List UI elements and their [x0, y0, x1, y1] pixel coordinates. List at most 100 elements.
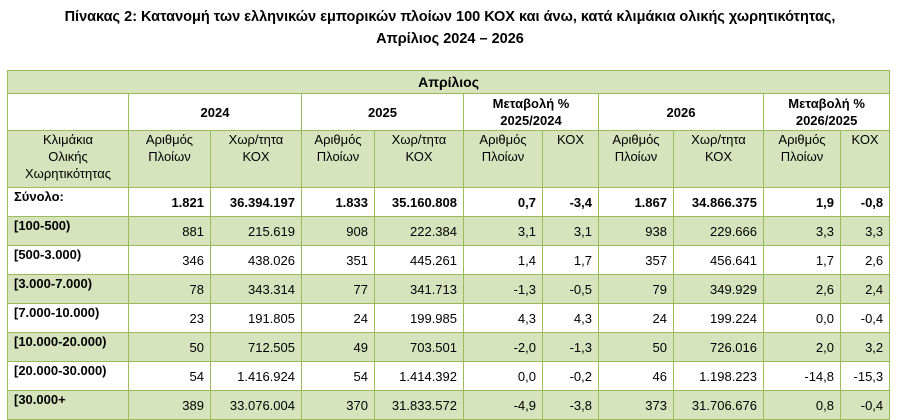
table-cell: 54: [301, 361, 375, 391]
change-2026-2025-header: Μεταβολή % 2026/2025: [762, 93, 891, 131]
ships-line1: Αριθμός: [778, 132, 826, 147]
table-cell: -14,8: [763, 361, 841, 391]
table-cell: 24: [301, 303, 375, 333]
table-cell: 199.985: [374, 303, 464, 333]
table-cell: 370: [301, 390, 375, 420]
table-cell: 1,9: [763, 187, 841, 217]
table-cell: -0,4: [839, 303, 891, 333]
total-row: Σύνολο: 1.821 36.394.197 1.833 35.160.808 0,7…: [7, 187, 891, 217]
table-cell: 23: [128, 303, 211, 333]
capacity-header-2026: Χωρ/τητα ΚΟΧ: [673, 130, 764, 188]
table-cell: 4,3: [542, 303, 599, 333]
table-cell: 49: [301, 332, 375, 362]
table-cell: -15,3: [839, 361, 891, 391]
table-cell: 24: [598, 303, 674, 333]
row-label: [3.000-7.000): [7, 274, 129, 304]
table-cell: 438.026: [210, 245, 302, 275]
table-cell: -1,3: [463, 274, 543, 304]
year-header-row: 2024 2025 Μεταβολή % 2025/2024 2026 Μετα…: [7, 93, 891, 131]
table-cell: 1.821: [128, 187, 211, 217]
title-line-1: Πίνακας 2: Κατανομή των ελληνικών εμπορι…: [64, 9, 836, 25]
year-2024-header: 2024: [128, 93, 302, 131]
class-label-line1: Κλιμάκια: [43, 132, 93, 147]
table-row: [10.000-20.000) 50 712.505 49 703.501 -2,0 -1,…: [7, 332, 891, 362]
table-cell: 343.314: [210, 274, 302, 304]
class-label-line3: Χωρητικότητας: [25, 166, 111, 181]
ships-line2: Πλοίων: [148, 149, 191, 164]
table-cell: 0,8: [763, 390, 841, 420]
change-2025-2024-header: Μεταβολή % 2025/2024: [463, 93, 599, 131]
table-cell: 31.833.572: [374, 390, 464, 420]
table-cell: 222.384: [374, 216, 464, 246]
row-label: [100-500): [7, 216, 129, 246]
table-cell: 50: [128, 332, 211, 362]
table-cell: 1.414.392: [374, 361, 464, 391]
table-cell: 712.505: [210, 332, 302, 362]
row-label: [7.000-10.000): [7, 303, 129, 333]
table-cell: 351: [301, 245, 375, 275]
table-cell: 215.619: [210, 216, 302, 246]
table-cell: -0,5: [542, 274, 599, 304]
table-cell: 199.224: [673, 303, 764, 333]
table-cell: 1.867: [598, 187, 674, 217]
ships-line2: Πλοίων: [780, 149, 824, 164]
table-cell: -3,8: [542, 390, 599, 420]
title-line-2: Απρίλιος 2024 – 2026: [376, 31, 524, 47]
table-cell: 3,1: [463, 216, 543, 246]
table-cell: 3,1: [542, 216, 599, 246]
table-cell: 2,6: [839, 245, 891, 275]
ships-change-header-1: Αριθμός Πλοίων: [463, 130, 543, 188]
table-cell: 3,3: [763, 216, 841, 246]
table-row: [3.000-7.000) 78 343.314 77 341.713 -1,3 -0,5 7…: [7, 274, 891, 304]
capacity-line2: ΚΟΧ: [704, 149, 733, 164]
ships-header-2026: Αριθμός Πλοίων: [598, 130, 674, 188]
change-header-line1: Μεταβολή %: [492, 96, 570, 111]
table-cell: 3,2: [839, 332, 891, 362]
table-cell: 938: [598, 216, 674, 246]
table-cell: 4,3: [463, 303, 543, 333]
table-cell: -0,8: [839, 187, 891, 217]
table-cell: 36.394.197: [210, 187, 302, 217]
table-cell: 1.833: [301, 187, 375, 217]
year-2026-header: 2026: [598, 93, 764, 131]
year-2025-header: 2025: [301, 93, 464, 131]
capacity-line2: ΚΟΧ: [242, 149, 270, 164]
ships-header-2025: Αριθμός Πλοίων: [301, 130, 375, 188]
table-cell: 229.666: [673, 216, 764, 246]
kox-change-header-1: ΚΟΧ: [542, 130, 599, 188]
kox-change-header-2: ΚΟΧ: [839, 130, 891, 188]
table-title: Πίνακας 2: Κατανομή των ελληνικών εμπορι…: [0, 6, 900, 50]
capacity-line1: Χωρ/τητα: [228, 132, 284, 147]
table-row: [100-500) 881 215.619 908 222.384 3,1 3,1 938 22…: [7, 216, 891, 246]
table-cell: 881: [128, 216, 211, 246]
table-cell: 2,6: [763, 274, 841, 304]
table-cell: 2,4: [839, 274, 891, 304]
ships-line2: Πλοίων: [614, 149, 658, 164]
table-cell: 77: [301, 274, 375, 304]
table-cell: 357: [598, 245, 674, 275]
ships-line1: Αριθμός: [314, 132, 362, 147]
empty-header-cell: [7, 93, 129, 131]
capacity-line1: Χωρ/τητα: [391, 132, 447, 147]
table-body: Σύνολο: 1.821 36.394.197 1.833 35.160.808 0,7…: [7, 187, 891, 420]
table-cell: 50: [598, 332, 674, 362]
ships-header-2024: Αριθμός Πλοίων: [128, 130, 211, 188]
table-cell: 341.713: [374, 274, 464, 304]
capacity-line2: ΚΟΧ: [405, 149, 433, 164]
table-cell: 3,3: [839, 216, 891, 246]
table-cell: 0,0: [463, 361, 543, 391]
table-cell: 46: [598, 361, 674, 391]
table-cell: 191.805: [210, 303, 302, 333]
row-label: [10.000-20.000): [7, 332, 129, 362]
capacity-header-2024: Χωρ/τητα ΚΟΧ: [210, 130, 302, 188]
table-cell: -4,9: [463, 390, 543, 420]
table-cell: -2,0: [463, 332, 543, 362]
table-cell: -3,4: [542, 187, 599, 217]
class-label-line2: Ολικής: [48, 149, 88, 164]
table-cell: 1,4: [463, 245, 543, 275]
table-cell: -0,4: [839, 390, 891, 420]
table-row: [7.000-10.000) 23 191.805 24 199.985 4,3 4,3 24…: [7, 303, 891, 333]
table-cell: 389: [128, 390, 211, 420]
row-label: [20.000-30.000): [7, 361, 129, 391]
table-cell: 79: [598, 274, 674, 304]
